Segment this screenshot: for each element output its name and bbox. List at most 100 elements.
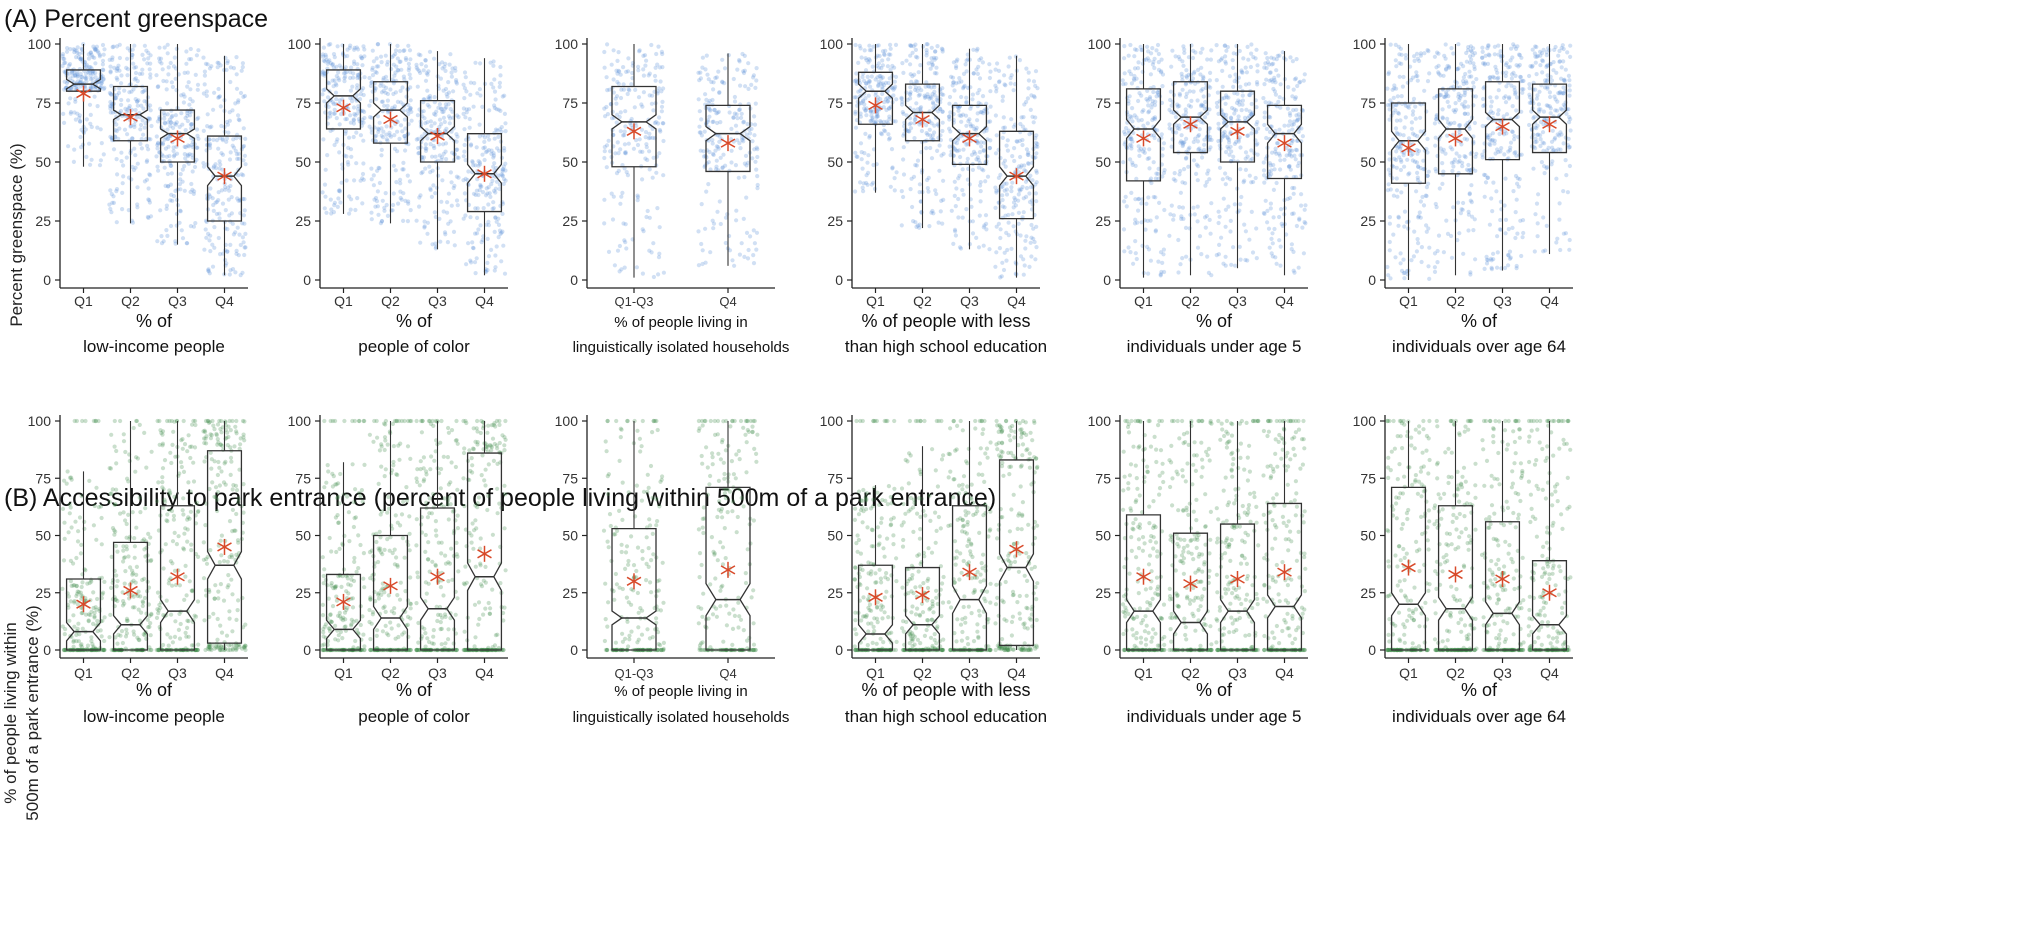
data-point — [442, 230, 448, 235]
data-point — [1186, 103, 1191, 108]
data-point — [235, 156, 240, 161]
data-point — [208, 194, 213, 199]
data-point — [1415, 73, 1420, 79]
data-point — [223, 208, 228, 213]
data-point — [492, 130, 497, 136]
data-point — [610, 217, 616, 222]
data-point — [1484, 261, 1490, 266]
data-point — [959, 119, 964, 124]
data-point — [190, 99, 195, 104]
data-point — [130, 136, 135, 141]
data-point — [1182, 167, 1187, 172]
data-point — [1503, 265, 1508, 271]
data-point — [474, 231, 480, 236]
data-point — [108, 64, 113, 69]
data-point — [322, 99, 327, 104]
data-point — [90, 54, 95, 60]
data-point — [135, 103, 140, 108]
data-point — [382, 103, 387, 108]
data-point — [1012, 146, 1017, 151]
data-point — [488, 60, 493, 65]
data-point — [165, 171, 170, 177]
data-point — [706, 182, 711, 187]
data-point — [367, 75, 372, 81]
data-point — [1503, 73, 1508, 79]
data-point — [440, 178, 445, 183]
data-point — [864, 180, 869, 186]
data-point — [75, 70, 80, 75]
data-point — [1501, 114, 1506, 119]
data-point — [659, 49, 665, 55]
data-point — [858, 180, 863, 185]
data-point — [1161, 141, 1167, 146]
data-point — [454, 198, 460, 203]
data-point — [68, 76, 73, 81]
data-point — [186, 144, 192, 149]
data-point — [899, 223, 904, 228]
data-point — [1502, 203, 1507, 208]
data-point — [1251, 55, 1256, 60]
data-point — [1128, 157, 1133, 162]
data-point — [1467, 191, 1472, 196]
data-point — [1432, 54, 1437, 59]
data-point — [1028, 173, 1033, 178]
data-point — [401, 191, 406, 196]
data-point — [212, 90, 217, 95]
data-point — [236, 173, 241, 178]
data-point — [985, 174, 991, 179]
data-point — [899, 189, 904, 194]
data-point — [609, 62, 614, 67]
x-axis-label-line2: linguistically isolated households — [573, 339, 790, 356]
data-point — [328, 197, 333, 202]
data-point — [498, 231, 503, 236]
data-point — [467, 125, 472, 130]
x-tick-label: Q1 — [866, 293, 885, 309]
data-point — [449, 180, 454, 185]
data-point — [1445, 116, 1450, 121]
data-point — [462, 86, 467, 91]
data-point — [157, 56, 162, 61]
data-point — [385, 91, 390, 97]
data-point — [993, 151, 999, 156]
data-point — [1473, 257, 1478, 262]
data-point — [1268, 201, 1273, 206]
data-point — [1008, 75, 1013, 81]
data-point — [924, 42, 929, 47]
data-point — [1456, 200, 1461, 205]
data-point — [1254, 80, 1260, 85]
data-point — [142, 179, 147, 184]
data-point — [854, 95, 859, 100]
data-point — [1255, 69, 1260, 74]
data-point — [166, 72, 171, 77]
data-point — [1447, 104, 1452, 109]
data-point — [928, 145, 933, 151]
data-point — [192, 189, 197, 194]
data-point — [489, 247, 494, 252]
data-point — [139, 136, 144, 142]
data-point — [1140, 69, 1145, 74]
data-point — [62, 56, 67, 62]
data-point — [1547, 90, 1552, 95]
data-point — [166, 144, 171, 149]
data-point — [888, 184, 893, 189]
data-point — [1459, 61, 1464, 66]
data-point — [125, 67, 130, 72]
data-point — [1023, 246, 1028, 251]
data-point — [965, 156, 970, 161]
data-point — [86, 52, 91, 57]
data-point — [853, 125, 859, 130]
data-point — [376, 127, 381, 132]
data-point — [1197, 234, 1203, 239]
data-point — [1519, 253, 1524, 259]
data-point — [1468, 272, 1473, 277]
data-point — [1146, 195, 1151, 200]
data-point — [164, 228, 169, 233]
data-point — [93, 48, 98, 53]
data-point — [1134, 256, 1139, 262]
data-point — [1415, 134, 1420, 139]
data-point — [1177, 93, 1182, 98]
data-point — [1274, 261, 1279, 266]
data-point — [907, 122, 912, 127]
data-point — [1021, 210, 1026, 215]
